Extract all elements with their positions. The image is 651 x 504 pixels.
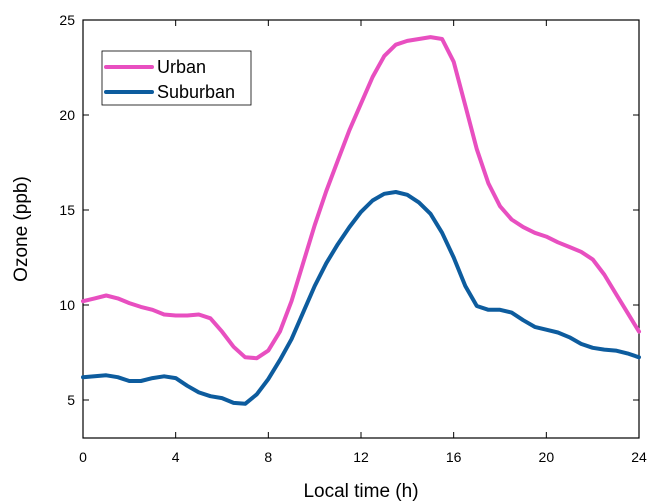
y-tick-label: 10 xyxy=(59,297,75,313)
x-tick-label: 24 xyxy=(631,449,647,465)
legend-box xyxy=(101,50,252,106)
series-line-urban xyxy=(81,35,641,361)
x-tick-label: 8 xyxy=(264,449,272,465)
y-tick-label: 25 xyxy=(59,12,75,28)
legend-label-urban: Urban xyxy=(157,57,206,77)
legend-label-suburban: Suburban xyxy=(157,82,235,102)
x-tick-label: 12 xyxy=(353,449,369,465)
y-tick-label: 20 xyxy=(59,107,75,123)
x-tick-label: 16 xyxy=(446,449,462,465)
y-axis: 5 10 15 20 25 xyxy=(59,12,639,408)
y-tick-label: 5 xyxy=(67,392,75,408)
x-axis: 0 4 8 12 16 20 24 xyxy=(79,20,647,465)
x-axis-title: Local time (h) xyxy=(303,481,418,502)
legend: Urban Suburban xyxy=(101,50,252,106)
series-lines xyxy=(81,35,641,406)
x-tick-label: 20 xyxy=(539,449,555,465)
y-tick-label: 15 xyxy=(59,202,75,218)
series-line-suburban xyxy=(81,190,641,406)
x-tick-label: 4 xyxy=(172,449,180,465)
x-tick-label: 0 xyxy=(79,449,87,465)
y-axis-title: Ozone (ppb) xyxy=(11,176,32,282)
